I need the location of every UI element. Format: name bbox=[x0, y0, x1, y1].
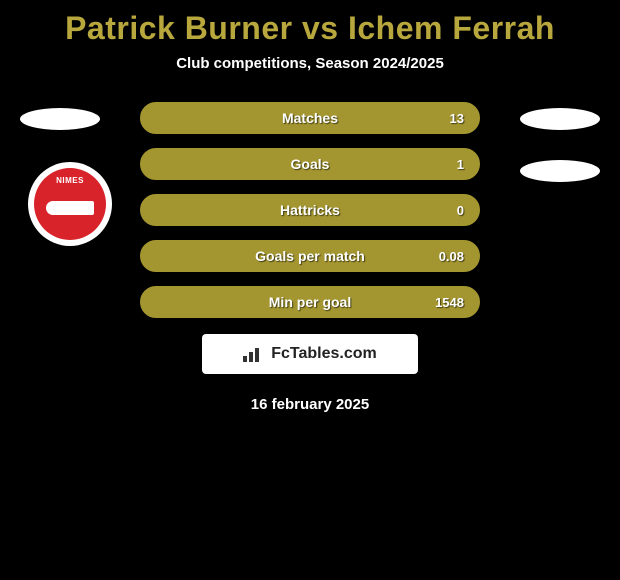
stat-label: Matches bbox=[282, 110, 338, 126]
stat-row-gpm: Goals per match 0.08 bbox=[140, 240, 480, 272]
stat-value: 1548 bbox=[435, 295, 464, 310]
placeholder-oval-right-1 bbox=[520, 108, 600, 130]
bar-chart-icon bbox=[243, 346, 265, 362]
stat-bars: Matches 13 Goals 1 Hattricks 0 Goals per… bbox=[140, 102, 480, 318]
stat-row-goals: Goals 1 bbox=[140, 148, 480, 180]
page-title: Patrick Burner vs Ichem Ferrah bbox=[0, 0, 620, 55]
stat-value: 1 bbox=[457, 157, 464, 172]
club-logo-text: NIMES bbox=[56, 176, 84, 185]
stats-area: NIMES Matches 13 Goals 1 Hattricks 0 Goa… bbox=[0, 102, 620, 413]
crocodile-icon bbox=[46, 201, 94, 215]
stat-label: Goals per match bbox=[255, 248, 365, 264]
club-logo-inner: NIMES bbox=[34, 168, 106, 240]
stat-label: Goals bbox=[291, 156, 330, 172]
footer-date: 16 february 2025 bbox=[0, 396, 620, 413]
stat-row-hattricks: Hattricks 0 bbox=[140, 194, 480, 226]
fctables-text: FcTables.com bbox=[271, 345, 377, 363]
club-logo: NIMES bbox=[28, 162, 112, 246]
stat-row-matches: Matches 13 bbox=[140, 102, 480, 134]
stat-value: 0.08 bbox=[439, 249, 464, 264]
stat-value: 0 bbox=[457, 203, 464, 218]
stat-value: 13 bbox=[450, 111, 464, 126]
stat-row-mpg: Min per goal 1548 bbox=[140, 286, 480, 318]
stat-label: Min per goal bbox=[269, 294, 351, 310]
root: Patrick Burner vs Ichem Ferrah Club comp… bbox=[0, 0, 620, 413]
fctables-badge[interactable]: FcTables.com bbox=[202, 334, 418, 374]
stat-label: Hattricks bbox=[280, 202, 340, 218]
placeholder-oval-left bbox=[20, 108, 100, 130]
page-subtitle: Club competitions, Season 2024/2025 bbox=[0, 55, 620, 72]
placeholder-oval-right-2 bbox=[520, 160, 600, 182]
